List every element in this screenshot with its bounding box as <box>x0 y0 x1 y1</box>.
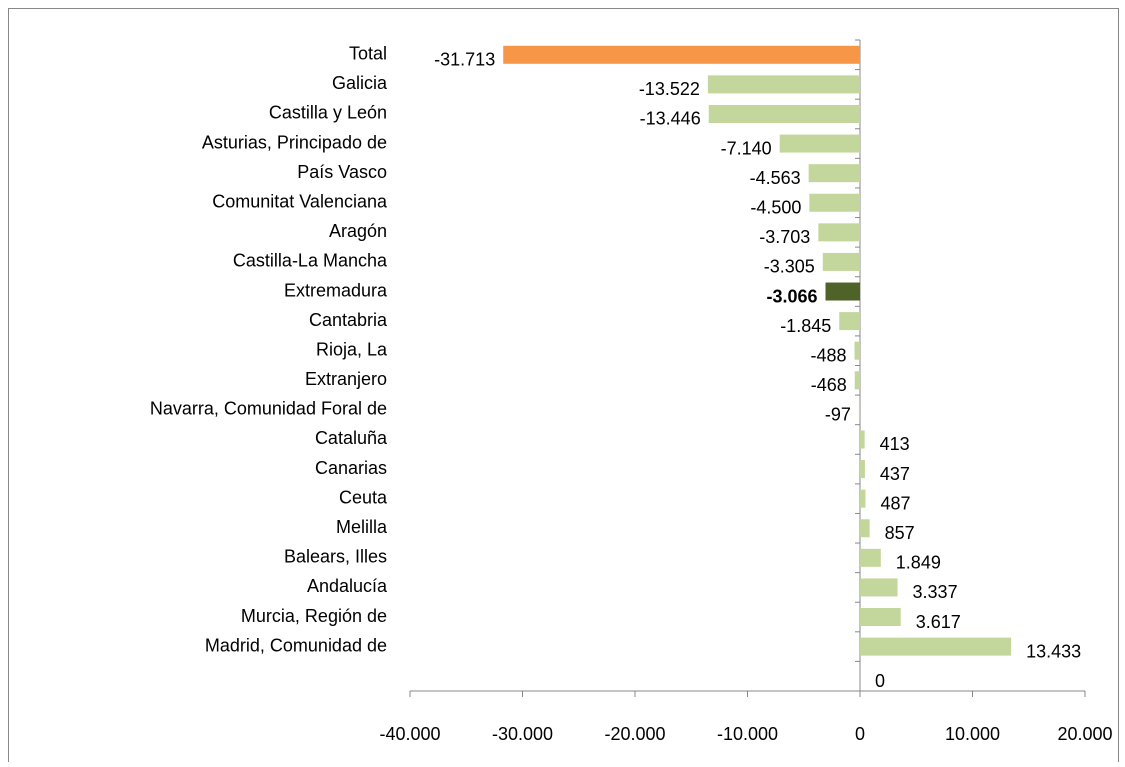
value-label: -7.140 <box>721 138 772 158</box>
bar <box>808 164 860 183</box>
bar <box>822 252 860 271</box>
chart-frame <box>8 8 1119 767</box>
y-tick-label: Navarra, Comunidad Foral de <box>150 399 387 419</box>
y-tick-label: Total <box>349 44 387 64</box>
y-tick-label: Rioja, La <box>316 339 388 359</box>
bar <box>818 223 860 242</box>
value-label: 487 <box>880 493 910 513</box>
y-tick-label: Asturias, Principado de <box>202 132 387 152</box>
bar <box>809 193 860 212</box>
bar <box>854 371 860 390</box>
value-label: -97 <box>825 405 851 425</box>
x-tick-label: 10.000 <box>945 724 1000 744</box>
value-label: -4.563 <box>750 168 801 188</box>
x-tick-label: 0 <box>855 724 865 744</box>
y-tick-label: Extranjero <box>305 369 387 389</box>
value-label: 3.617 <box>916 612 961 632</box>
value-label: 0 <box>875 671 885 691</box>
value-label: -31.713 <box>434 50 495 70</box>
value-label: -13.522 <box>639 79 700 99</box>
y-tick-label: Galicia <box>332 73 388 93</box>
x-tick-label: -10.000 <box>717 724 778 744</box>
bar <box>839 312 860 331</box>
bar <box>779 134 860 153</box>
y-tick-label: Madrid, Comunidad de <box>205 635 387 655</box>
y-tick-label: Cantabria <box>309 310 388 330</box>
y-tick-label: Castilla y León <box>269 103 387 123</box>
value-label: 437 <box>880 464 910 484</box>
value-label: 1.849 <box>896 553 941 573</box>
y-tick-label: Andalucía <box>307 576 388 596</box>
bar <box>860 460 865 479</box>
bar <box>858 400 860 419</box>
value-label: 3.337 <box>913 582 958 602</box>
bar <box>860 578 898 597</box>
bar <box>825 282 860 301</box>
y-tick-label: Murcia, Región de <box>241 606 387 626</box>
x-tick-label: -20.000 <box>604 724 665 744</box>
value-label: 413 <box>880 434 910 454</box>
y-tick-label: Castilla-La Mancha <box>233 251 388 271</box>
y-tick-label: Comunitat Valenciana <box>212 192 388 212</box>
value-label: -4.500 <box>750 198 801 218</box>
value-label: -1.845 <box>780 316 831 336</box>
value-label: -3.066 <box>766 286 817 306</box>
y-tick-label: Ceuta <box>339 487 388 507</box>
y-tick-label: Balears, Illes <box>284 547 387 567</box>
bar <box>860 430 865 449</box>
x-tick-label: -40.000 <box>379 724 440 744</box>
bar <box>707 75 860 94</box>
y-tick-label: País Vasco <box>297 162 387 182</box>
value-label: -3.703 <box>759 227 810 247</box>
value-label: 857 <box>885 523 915 543</box>
bar <box>860 519 870 538</box>
bar <box>708 104 860 123</box>
value-label: 13.433 <box>1026 641 1081 661</box>
value-label: -3.305 <box>764 257 815 277</box>
y-tick-label: Cataluña <box>315 428 388 448</box>
bar <box>860 489 866 508</box>
value-label: -468 <box>811 375 847 395</box>
y-tick-label: Aragón <box>329 221 387 241</box>
value-label: -13.446 <box>640 109 701 129</box>
x-tick-label: -30.000 <box>492 724 553 744</box>
bar <box>503 45 860 64</box>
x-tick-label: 20.000 <box>1057 724 1112 744</box>
y-tick-label: Melilla <box>336 517 388 537</box>
bar <box>860 548 881 567</box>
value-label: -488 <box>810 345 846 365</box>
y-tick-label: Canarias <box>315 458 387 478</box>
bar <box>860 608 901 627</box>
y-tick-label: Extremadura <box>284 280 388 300</box>
bar <box>854 341 860 360</box>
bar <box>860 637 1012 656</box>
